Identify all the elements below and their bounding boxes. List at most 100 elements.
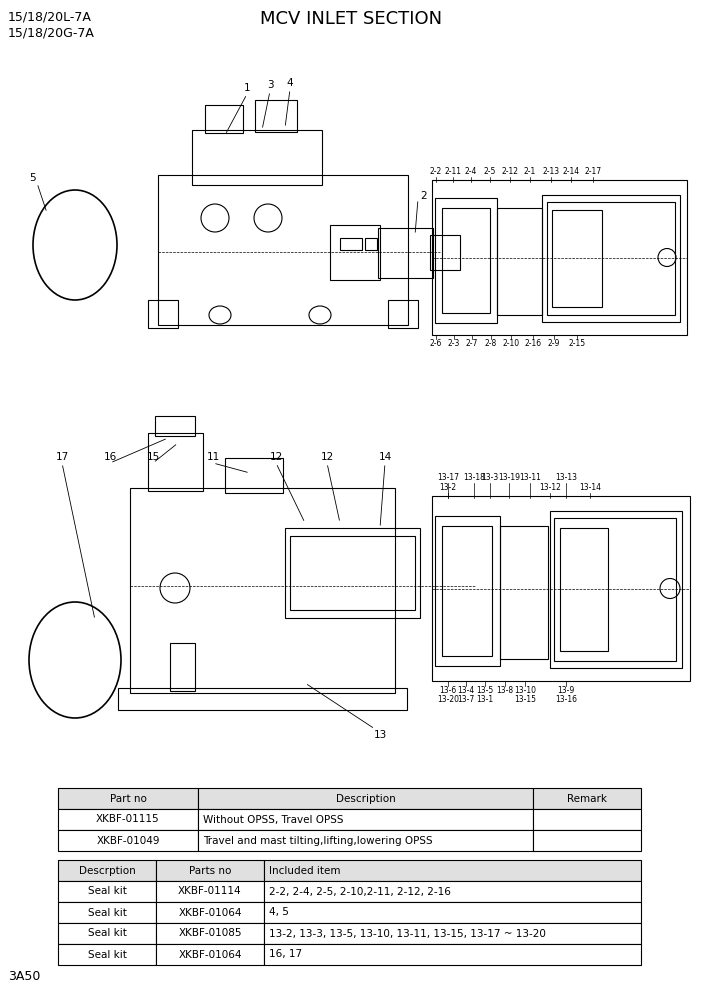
- Text: 16: 16: [103, 452, 117, 462]
- Text: 2-2, 2-4, 2-5, 2-10,2-11, 2-12, 2-16: 2-2, 2-4, 2-5, 2-10,2-11, 2-12, 2-16: [269, 887, 451, 897]
- Text: Without OPSS, Travel OPSS: Without OPSS, Travel OPSS: [203, 814, 343, 824]
- Text: 2-4: 2-4: [465, 167, 477, 176]
- Bar: [430, 235, 460, 270]
- Text: 13-7: 13-7: [458, 695, 475, 704]
- Text: 2-5: 2-5: [484, 167, 496, 176]
- Text: Description: Description: [336, 794, 395, 804]
- Text: XKBF-01115: XKBF-01115: [96, 814, 160, 824]
- Text: 13-11: 13-11: [519, 473, 541, 482]
- Bar: [170, 643, 195, 691]
- Text: 13-17: 13-17: [437, 473, 459, 482]
- Bar: [500, 526, 548, 659]
- Text: 2-8: 2-8: [485, 339, 497, 348]
- Bar: [58, 809, 198, 830]
- Bar: [158, 175, 408, 325]
- Text: Seal kit: Seal kit: [88, 908, 126, 918]
- Text: 13-14: 13-14: [579, 483, 601, 492]
- Text: 13-6: 13-6: [439, 686, 456, 695]
- Text: Parts no: Parts no: [189, 865, 231, 876]
- Bar: [264, 902, 641, 923]
- Text: Descrption: Descrption: [79, 865, 135, 876]
- Text: 13-5: 13-5: [477, 686, 494, 695]
- Bar: [560, 528, 608, 651]
- Text: 13-15: 13-15: [514, 695, 536, 704]
- Bar: [198, 830, 533, 851]
- Text: MCV INLET SECTION: MCV INLET SECTION: [260, 10, 442, 28]
- Bar: [58, 881, 156, 902]
- Text: 2-14: 2-14: [562, 167, 580, 176]
- Text: 13-10: 13-10: [514, 686, 536, 695]
- Text: 12: 12: [320, 452, 333, 462]
- Bar: [264, 860, 641, 881]
- Text: Seal kit: Seal kit: [88, 949, 126, 959]
- Text: XKBF-01114: XKBF-01114: [178, 887, 241, 897]
- Text: Seal kit: Seal kit: [88, 929, 126, 938]
- Bar: [156, 902, 264, 923]
- Bar: [533, 788, 641, 809]
- Text: 2-12: 2-12: [501, 167, 519, 176]
- Text: 2-17: 2-17: [585, 167, 602, 176]
- Text: 3A50: 3A50: [8, 970, 41, 983]
- Text: 13-1: 13-1: [477, 695, 494, 704]
- Bar: [365, 238, 377, 250]
- Text: Travel and mast tilting,lifting,lowering OPSS: Travel and mast tilting,lifting,lowering…: [203, 835, 432, 845]
- Text: 13-8: 13-8: [496, 686, 514, 695]
- Text: Remark: Remark: [567, 794, 607, 804]
- Text: 13-16: 13-16: [555, 695, 577, 704]
- Text: 2-3: 2-3: [448, 339, 461, 348]
- Bar: [192, 130, 322, 185]
- Bar: [533, 830, 641, 851]
- Bar: [442, 208, 490, 313]
- Bar: [58, 902, 156, 923]
- Bar: [156, 881, 264, 902]
- Bar: [205, 105, 243, 133]
- Bar: [550, 511, 682, 668]
- Text: 13-20: 13-20: [437, 695, 459, 704]
- Text: 3: 3: [267, 80, 273, 90]
- Bar: [378, 228, 433, 278]
- Bar: [533, 809, 641, 830]
- Bar: [547, 202, 675, 315]
- Bar: [264, 881, 641, 902]
- Bar: [156, 860, 264, 881]
- Bar: [432, 180, 687, 335]
- Text: 17: 17: [55, 452, 69, 462]
- Bar: [264, 944, 641, 965]
- Text: 5: 5: [29, 173, 35, 183]
- Text: 13-4: 13-4: [458, 686, 475, 695]
- Bar: [435, 198, 497, 323]
- Text: 1: 1: [244, 83, 251, 93]
- Text: Included item: Included item: [269, 865, 340, 876]
- Bar: [130, 488, 395, 693]
- Bar: [497, 208, 542, 315]
- Text: 13-2, 13-3, 13-5, 13-10, 13-11, 13-15, 13-17 ~ 13-20: 13-2, 13-3, 13-5, 13-10, 13-11, 13-15, 1…: [269, 929, 546, 938]
- Text: XKBF-01085: XKBF-01085: [178, 929, 241, 938]
- Text: 12: 12: [270, 452, 283, 462]
- Text: XKBF-01064: XKBF-01064: [178, 949, 241, 959]
- Text: 13-2: 13-2: [439, 483, 456, 492]
- Text: 2-13: 2-13: [543, 167, 559, 176]
- Text: 16, 17: 16, 17: [269, 949, 302, 959]
- Bar: [442, 526, 492, 656]
- Text: 14: 14: [378, 452, 392, 462]
- Bar: [388, 300, 418, 328]
- Bar: [58, 788, 198, 809]
- Bar: [285, 528, 420, 618]
- Text: 4, 5: 4, 5: [269, 908, 289, 918]
- Bar: [156, 923, 264, 944]
- Text: Part no: Part no: [110, 794, 147, 804]
- Bar: [198, 809, 533, 830]
- Text: 13-19: 13-19: [498, 473, 520, 482]
- Bar: [435, 516, 500, 666]
- Bar: [58, 830, 198, 851]
- Text: 2-7: 2-7: [466, 339, 478, 348]
- Text: 2-1: 2-1: [524, 167, 536, 176]
- Text: 4: 4: [286, 78, 293, 88]
- Bar: [554, 518, 676, 661]
- Bar: [58, 860, 156, 881]
- Bar: [155, 416, 195, 436]
- Bar: [340, 238, 362, 250]
- Text: 15/18/20G-7A: 15/18/20G-7A: [8, 26, 95, 39]
- Text: 13-3: 13-3: [482, 473, 498, 482]
- Bar: [148, 300, 178, 328]
